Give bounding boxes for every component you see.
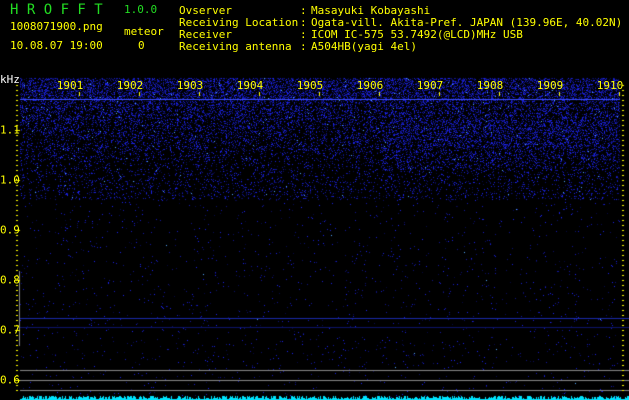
info-label-location: Receiving Location: [179, 16, 299, 29]
info-colon: :: [300, 40, 307, 53]
y-tick-label: 0.7: [0, 323, 20, 337]
x-tick-label: 1910: [596, 79, 624, 92]
info-value-observer: Masayuki Kobayashi: [311, 4, 431, 17]
meteor-label: meteor: [124, 25, 164, 38]
meteor-count: 0: [138, 39, 145, 52]
y-tick-label: 0.6: [0, 373, 20, 387]
x-tick-label: 1906: [356, 79, 384, 92]
app-version: 1.0.0: [124, 3, 158, 16]
x-tick-label: 1904: [236, 79, 264, 92]
info-colon: :: [300, 28, 307, 41]
info-label-observer: Ovserver: [179, 4, 232, 17]
x-tick-label: 1902: [116, 79, 144, 92]
info-label-antenna: Receiving antenna: [179, 40, 292, 53]
y-tick-label: 1.1: [0, 123, 20, 137]
info-label-receiver: Receiver: [179, 28, 232, 41]
x-tick-label: 1908: [476, 79, 504, 92]
x-tick-label: 1903: [176, 79, 204, 92]
info-value-location: Ogata-vill. Akita-Pref. JAPAN (139.96E, …: [311, 16, 623, 29]
info-colon: :: [300, 4, 307, 17]
x-tick-label: 1901: [56, 79, 84, 92]
x-tick-label: 1905: [296, 79, 324, 92]
y-tick-label: 1.0: [0, 173, 20, 187]
x-tick-label: 1909: [536, 79, 564, 92]
app-name: H R O F F T: [10, 2, 103, 18]
app-title: H R O F F T: [10, 3, 103, 17]
x-tick-label: 1907: [416, 79, 444, 92]
info-value-antenna: A504HB(yagi 4el): [311, 40, 417, 53]
info-value-receiver: ICOM IC-575 53.7492(@LCD)MHz USB: [311, 28, 523, 41]
y-axis-unit: kHz: [0, 73, 20, 86]
info-colon: :: [300, 16, 307, 29]
file-datetime: 10.08.07 19:00: [10, 39, 103, 52]
file-name: 1008071900.png: [10, 20, 103, 33]
y-tick-label: 0.9: [0, 223, 20, 237]
y-tick-label: 0.8: [0, 273, 20, 287]
